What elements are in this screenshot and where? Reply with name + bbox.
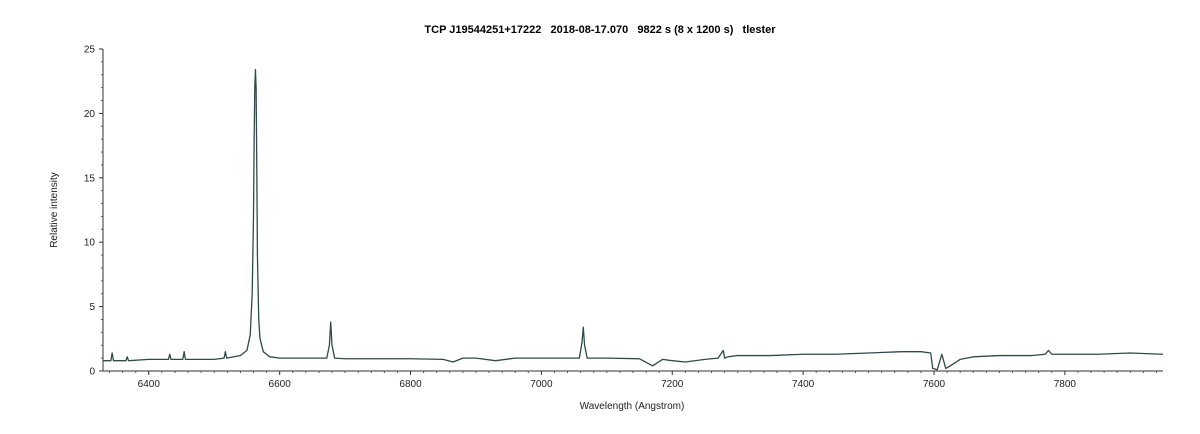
- x-tick-label: 6800: [399, 379, 422, 390]
- y-tick-label: 25: [84, 45, 96, 56]
- y-tick-label: 10: [84, 238, 96, 249]
- tick-labels: 6400 6600 6800 7000 7200 7400 7600 7800 0 5 10 15 20…: [84, 45, 1077, 391]
- x-tick-label: 6600: [269, 379, 292, 390]
- x-tick-label: 7600: [923, 379, 946, 390]
- spectrum-line: [103, 68, 1164, 371]
- y-tick-label: 5: [89, 302, 95, 313]
- y-axis-label: Relative intensity: [49, 172, 60, 248]
- tick-marks: [99, 48, 1157, 375]
- series-group: [103, 68, 1164, 371]
- axes: [102, 49, 1163, 372]
- x-tick-label: 6400: [138, 379, 161, 390]
- y-tick-label: 20: [84, 109, 96, 120]
- y-tick-label: 0: [89, 367, 95, 378]
- x-axis-label: Wavelength (Angstrom): [580, 401, 685, 412]
- x-tick-label: 7400: [792, 379, 815, 390]
- y-tick-label: 15: [84, 173, 96, 184]
- x-tick-label: 7200: [661, 379, 684, 390]
- x-tick-label: 7000: [530, 379, 553, 390]
- x-tick-label: 7800: [1054, 379, 1077, 390]
- chart-title: TCP J19544251+17222 2018-08-17.070 9822 …: [424, 24, 776, 36]
